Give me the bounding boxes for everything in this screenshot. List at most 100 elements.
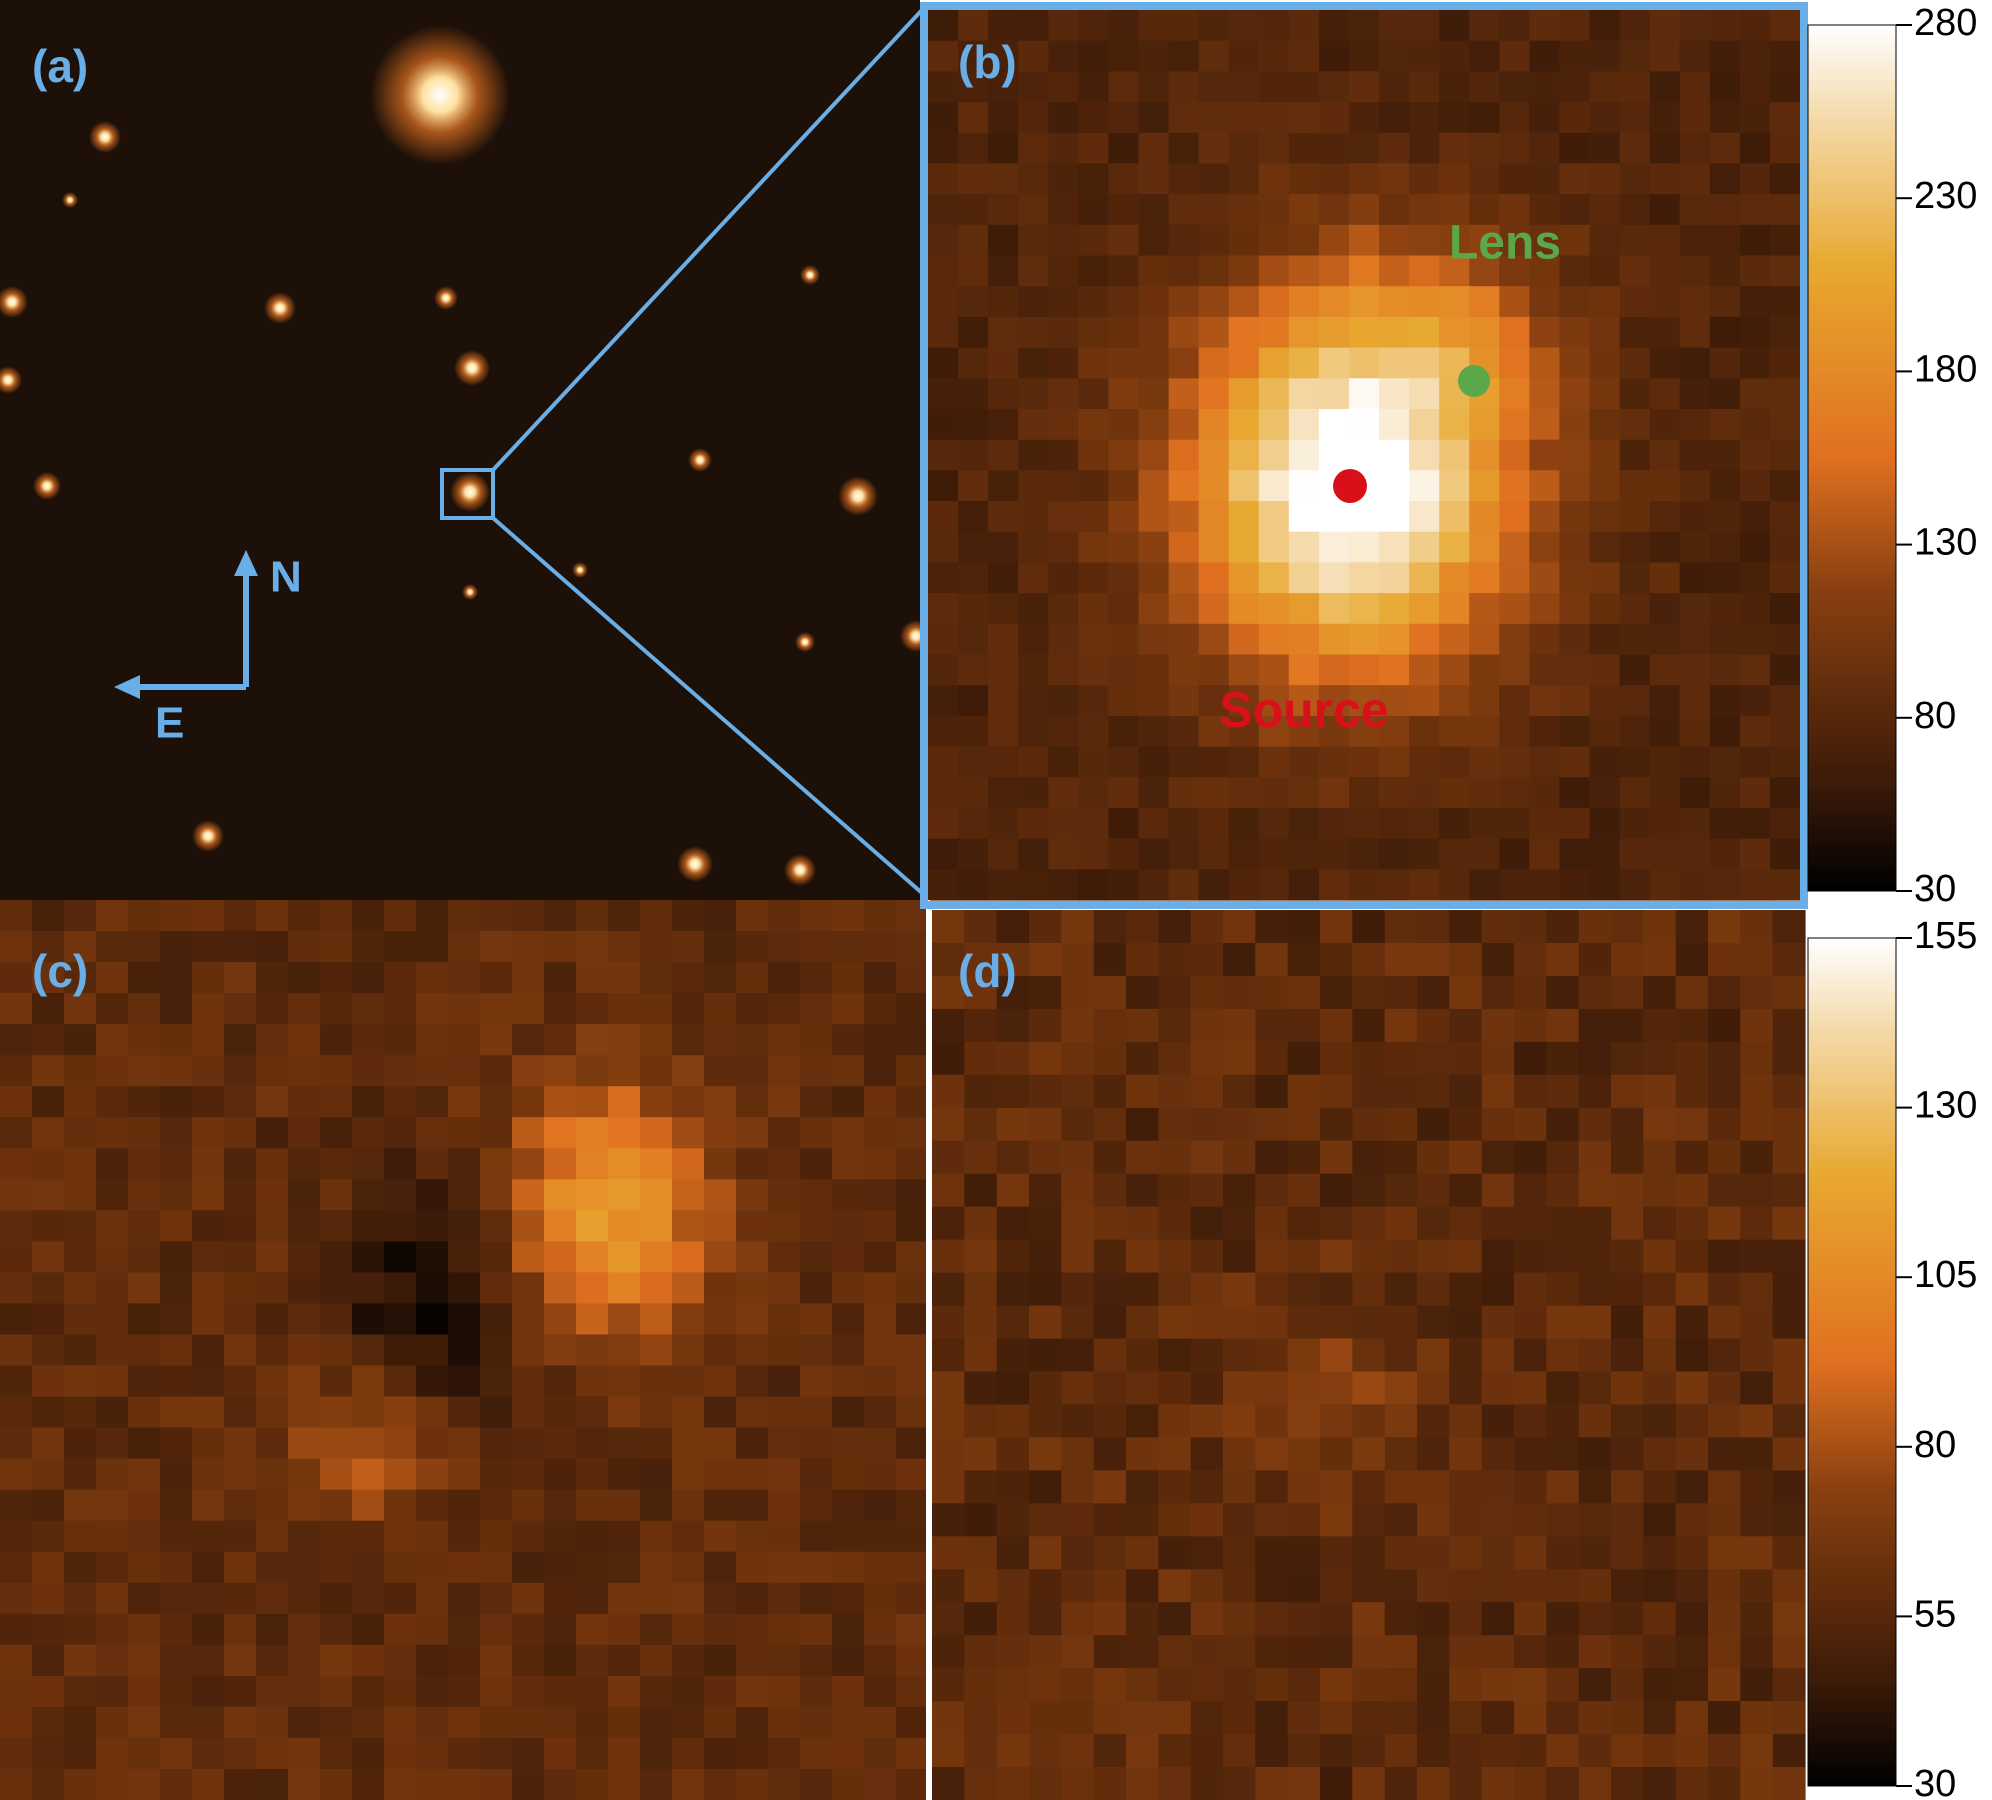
pixel <box>1643 1074 1677 1109</box>
pixel <box>1198 163 1230 195</box>
pixel <box>1529 623 1561 656</box>
pixel <box>1126 1635 1159 1669</box>
pixel <box>608 900 641 932</box>
pixel <box>1529 715 1561 748</box>
pixel <box>1619 838 1651 870</box>
pixel <box>988 593 1019 625</box>
pixel <box>256 1613 289 1646</box>
pixel <box>1740 1602 1774 1636</box>
pixel <box>1288 102 1320 134</box>
pixel <box>448 1675 481 1708</box>
pixel <box>1449 1569 1483 1603</box>
pixel <box>864 962 897 994</box>
pixel <box>1449 1767 1483 1800</box>
pixel <box>1481 1338 1515 1373</box>
pixel <box>128 1396 161 1429</box>
pixel <box>1514 1734 1547 1768</box>
pixel <box>1061 1668 1095 1702</box>
pixel <box>544 1179 577 1211</box>
pixel <box>1449 1602 1483 1636</box>
pixel <box>64 1582 97 1615</box>
pixel <box>1384 1668 1418 1702</box>
pixel <box>1619 593 1651 625</box>
pixel <box>964 910 998 944</box>
pixel <box>1769 194 1801 226</box>
pixel <box>996 1008 1030 1043</box>
pixel <box>1138 409 1170 441</box>
pixel <box>1320 1272 1353 1307</box>
pixel <box>800 1334 833 1367</box>
pixel <box>672 962 705 994</box>
pixel <box>1499 194 1530 226</box>
pixel <box>512 1241 545 1273</box>
pixel <box>736 1769 769 1800</box>
pixel <box>1469 316 1500 349</box>
panel-b-border <box>920 2 1808 909</box>
pixel <box>964 1206 998 1241</box>
pixel <box>928 470 959 502</box>
pixel <box>64 1520 97 1553</box>
pixel <box>832 1024 865 1056</box>
pixel <box>672 1675 705 1708</box>
pixel <box>320 1179 353 1211</box>
pixel <box>1643 1008 1677 1043</box>
pixel <box>640 1427 673 1460</box>
pixel <box>128 931 161 963</box>
pixel <box>1198 286 1230 318</box>
pixel <box>544 962 577 994</box>
pixel <box>1352 1437 1386 1471</box>
pixel <box>640 1520 673 1553</box>
pixel <box>1772 1338 1806 1373</box>
pixel <box>958 194 989 226</box>
pixel <box>288 962 321 994</box>
pixel <box>352 1272 385 1304</box>
pixel <box>1546 1734 1580 1768</box>
pixel <box>1709 501 1741 533</box>
pixel <box>1228 470 1260 502</box>
pixel <box>544 1210 577 1242</box>
pixel <box>1409 347 1440 379</box>
pixel <box>1439 163 1470 195</box>
pixel <box>1772 1272 1806 1307</box>
pixel <box>1769 163 1801 195</box>
pixel <box>1649 102 1681 134</box>
pixel <box>800 1769 833 1800</box>
pixel <box>1093 1701 1127 1735</box>
pixel <box>1287 1734 1321 1768</box>
pixel <box>1158 1074 1192 1109</box>
pixel <box>160 1241 193 1273</box>
pixel <box>1619 562 1651 594</box>
pixel <box>958 869 989 901</box>
pixel <box>448 1365 481 1398</box>
pixel <box>1223 1569 1256 1603</box>
pixel <box>320 931 353 963</box>
pixel <box>1740 1470 1774 1504</box>
pixel <box>0 1551 33 1584</box>
pixel <box>32 962 65 994</box>
pixel <box>1158 1635 1192 1669</box>
pixel <box>1417 1041 1450 1076</box>
pixel <box>64 1706 97 1739</box>
pixel <box>448 1055 481 1087</box>
pixel <box>32 993 65 1025</box>
pixel <box>1018 224 1049 257</box>
pixel <box>1449 1305 1483 1340</box>
pixel <box>64 931 97 963</box>
pixel <box>0 1241 33 1273</box>
pixel <box>1469 102 1500 134</box>
pixel <box>1318 163 1350 195</box>
pixel <box>1287 1371 1321 1406</box>
pixel <box>1739 409 1771 441</box>
pixel <box>1320 1503 1353 1537</box>
pixel <box>672 1582 705 1615</box>
pixel <box>1379 807 1410 840</box>
pixel <box>544 1334 577 1367</box>
tick-label: 180 <box>1914 348 1977 390</box>
pixel <box>1318 531 1350 563</box>
pixel <box>544 1582 577 1615</box>
pixel <box>608 1427 641 1460</box>
pixel <box>160 1644 193 1677</box>
pixel <box>1514 1008 1547 1043</box>
pixel <box>1198 10 1230 42</box>
pixel <box>1675 1470 1709 1504</box>
